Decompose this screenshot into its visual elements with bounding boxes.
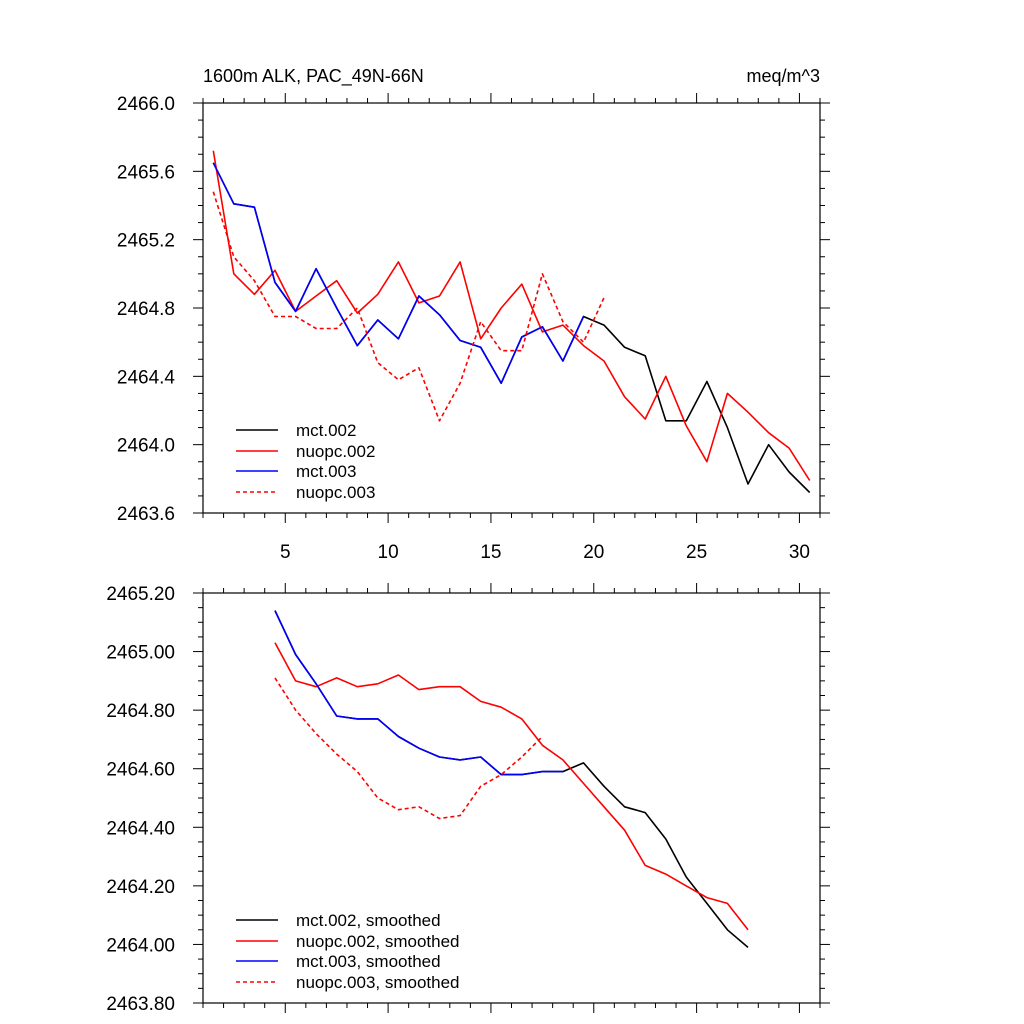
series-line-1 xyxy=(274,642,749,931)
legend-label-mct-002-smoothed: mct.002, smoothed xyxy=(296,911,441,930)
series-line-0 xyxy=(274,610,749,949)
x-tick-label: 10 xyxy=(378,542,399,563)
legend-label-nuopc-002-smoothed: nuopc.002, smoothed xyxy=(296,932,460,951)
y-tick-label: 2466.0 xyxy=(117,94,175,115)
series-line-2 xyxy=(212,162,585,385)
y-tick-label: 2464.0 xyxy=(117,436,175,457)
series-line-2 xyxy=(274,610,563,776)
legend-label-nuopc-002: nuopc.002 xyxy=(296,442,375,461)
x-tick-label: 25 xyxy=(686,542,707,563)
legend-label-mct-003-smoothed: mct.003, smoothed xyxy=(296,952,441,971)
x-tick-label: 15 xyxy=(480,542,501,563)
y-tick-label: 2465.2 xyxy=(117,231,175,252)
chart-title: 1600m ALK, PAC_49N-66N xyxy=(203,66,424,87)
y-tick-label: 2463.80 xyxy=(106,994,175,1015)
x-tick-label: 30 xyxy=(789,542,810,563)
y-tick-label: 2464.60 xyxy=(106,760,175,781)
chart-units: meq/m^3 xyxy=(747,66,820,86)
x-tick-label: 5 xyxy=(280,542,291,563)
y-tick-label: 2465.20 xyxy=(106,584,175,605)
legend-label-mct-003: mct.003 xyxy=(296,462,356,481)
y-tick-label: 2464.40 xyxy=(106,818,175,839)
series-line-3 xyxy=(212,191,605,422)
legend-label-nuopc-003-smoothed: nuopc.003, smoothed xyxy=(296,973,460,992)
series-line-3 xyxy=(274,677,543,820)
x-tick-label: 20 xyxy=(583,542,604,563)
chart-marks: 5 10 15 20 25 30 2463.6 2464.0 2464.4 2464.8 2465.… xyxy=(106,93,830,1015)
legend-label-nuopc-003: nuopc.003 xyxy=(296,483,375,502)
y-tick-label: 2464.00 xyxy=(106,935,175,956)
y-tick-label: 2463.6 xyxy=(117,504,175,525)
series-line-1 xyxy=(212,150,811,481)
y-tick-label: 2465.00 xyxy=(106,643,175,664)
y-tick-label: 2464.20 xyxy=(106,877,175,898)
legend-label-mct-002: mct.002 xyxy=(296,421,356,440)
y-tick-label: 2464.4 xyxy=(117,367,176,388)
y-tick-label: 2465.6 xyxy=(117,162,175,183)
y-tick-label: 2464.80 xyxy=(106,701,175,722)
y-tick-label: 2464.8 xyxy=(117,299,175,320)
